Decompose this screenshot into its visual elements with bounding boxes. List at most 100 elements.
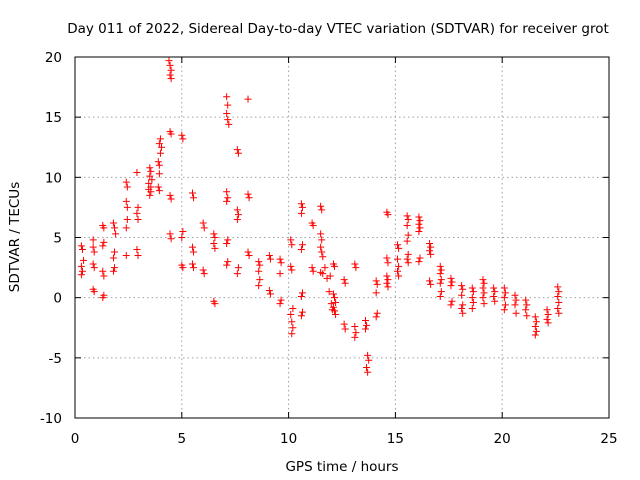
data-point: [167, 75, 175, 83]
data-point: [372, 313, 380, 321]
data-point: [317, 243, 325, 251]
data-point: [416, 254, 424, 262]
data-point: [78, 267, 86, 275]
data-point: [512, 309, 520, 317]
data-point: [233, 215, 241, 223]
data-point: [155, 140, 163, 148]
data-point: [154, 158, 162, 166]
data-point: [89, 260, 97, 268]
data-point: [511, 291, 519, 299]
data-point: [146, 172, 154, 180]
data-point: [554, 304, 562, 312]
data-point: [99, 267, 107, 275]
data-point: [211, 234, 219, 241]
data-point: [317, 230, 325, 238]
data-point: [109, 254, 117, 262]
data-point: [154, 183, 162, 191]
data-point: [156, 149, 164, 157]
data-point: [133, 169, 141, 177]
data-point: [190, 264, 198, 272]
data-point: [89, 243, 97, 251]
y-tick-label: 15: [45, 110, 62, 126]
data-point: [167, 66, 175, 74]
data-point: [415, 220, 423, 228]
data-point: [544, 319, 552, 327]
data-point: [437, 276, 445, 284]
data-point: [233, 146, 241, 154]
data-point: [289, 324, 297, 332]
data-point: [403, 255, 411, 263]
data-point: [166, 61, 174, 69]
data-point: [122, 178, 130, 186]
data-point: [277, 259, 285, 267]
data-point: [90, 248, 98, 256]
data-point: [122, 252, 130, 260]
data-point: [326, 272, 334, 280]
data-point: [318, 206, 326, 214]
data-point: [223, 93, 231, 101]
data-point: [78, 246, 86, 254]
data-point: [156, 135, 164, 143]
data-point: [318, 236, 326, 244]
data-point: [123, 183, 131, 191]
data-point: [166, 71, 174, 79]
data-point: [331, 294, 339, 302]
data-point: [199, 219, 207, 227]
data-point: [297, 209, 305, 217]
data-point: [426, 240, 434, 248]
data-point: [479, 284, 487, 292]
data-point: [188, 243, 196, 251]
data-point: [404, 250, 412, 258]
axis-ticks: 0 5 10 15 20 25 -10 -5 0 5 10 15 20: [40, 50, 618, 447]
y-tick-label: -5: [49, 351, 62, 367]
data-point: [332, 298, 340, 306]
data-point: [383, 272, 391, 280]
data-point: [225, 120, 233, 128]
data-point: [340, 276, 348, 284]
data-point: [554, 283, 562, 291]
data-point: [134, 215, 142, 223]
data-point: [329, 303, 337, 311]
data-point: [77, 271, 85, 279]
data-point: [480, 300, 488, 308]
data-point: [77, 262, 85, 270]
data-point: [544, 311, 552, 319]
data-point: [288, 241, 296, 249]
data-point: [90, 264, 98, 272]
data-point: [244, 95, 252, 103]
data-point: [223, 110, 231, 118]
data-point: [199, 266, 207, 274]
x-tick-label: 25: [600, 431, 617, 447]
data-point: [317, 202, 325, 210]
data-point: [99, 242, 107, 250]
data-point: [146, 164, 154, 172]
data-point: [469, 288, 477, 296]
data-point: [167, 130, 175, 138]
data-point: [245, 252, 253, 260]
data-point: [415, 258, 423, 266]
data-point: [297, 246, 305, 254]
data-point: [298, 308, 306, 316]
data-point: [500, 284, 508, 292]
data-point: [288, 330, 296, 338]
data-point: [89, 236, 97, 244]
data-point: [90, 288, 98, 296]
data-point: [364, 368, 372, 376]
data-point: [234, 211, 242, 219]
data-point: [266, 290, 274, 298]
data-point: [276, 300, 284, 308]
grid: [75, 57, 609, 418]
y-tick-label: -10: [40, 411, 62, 427]
data-point: [331, 307, 339, 315]
data-point: [111, 224, 119, 232]
data-point: [122, 224, 130, 232]
data-point: [179, 264, 187, 272]
data-point: [447, 282, 455, 290]
data-point: [287, 236, 295, 244]
y-tick-label: 10: [45, 170, 62, 186]
data-point: [244, 248, 252, 256]
data-point: [111, 264, 119, 272]
data-point: [532, 318, 540, 326]
data-point: [395, 262, 403, 270]
